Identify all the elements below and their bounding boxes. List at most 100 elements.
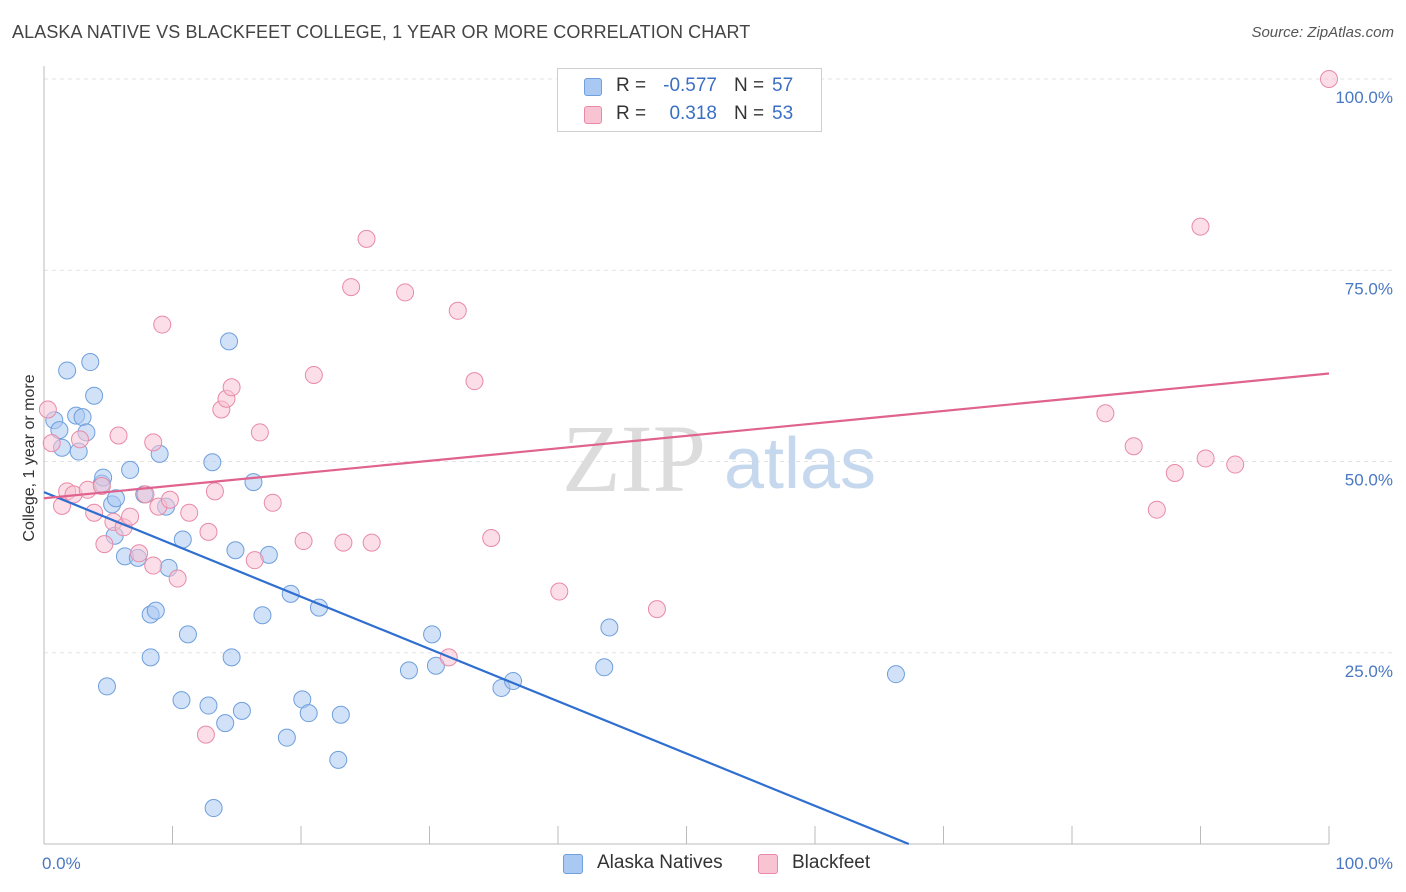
point-blackfeet-32 [294,532,313,551]
legend-n-value: 53 [772,103,794,124]
point-alaska-natives-40 [277,728,296,747]
point-alaska-natives-54 [886,665,905,684]
point-alaska-natives-43 [299,704,318,723]
point-alaska-natives-52 [595,658,614,677]
axes [43,66,1330,845]
point-alaska-natives-46 [331,705,350,724]
legend-label-alaska-natives: Alaska Natives [597,852,723,873]
point-blackfeet-19 [153,315,172,334]
y-tick-label-1: 50.0% [1345,471,1393,490]
point-alaska-natives-45 [329,750,348,769]
point-alaska-natives-9 [85,386,104,405]
point-blackfeet-44 [647,600,666,619]
point-alaska-natives-3 [58,361,77,380]
watermark-atlas: atlas [724,424,876,504]
point-alaska-natives-15 [106,489,125,508]
legend-swatch-alaska-natives [584,78,602,96]
watermark: ZIP atlas [562,405,876,512]
point-blackfeet-41 [465,372,484,391]
point-blackfeet-50 [1196,449,1215,468]
point-alaska-natives-48 [423,625,442,644]
point-alaska-natives-32 [216,714,235,733]
tick-labels: 25.0% 50.0% 75.0% 100.0% 0.0% 100.0% [42,88,1393,873]
point-blackfeet-42 [482,529,501,547]
point-blackfeet-40 [448,301,467,320]
trend-line-alaska-natives [43,491,910,846]
point-blackfeet-20 [160,490,179,509]
point-blackfeet-30 [250,423,269,442]
y-tick-label-3: 100.0% [1335,88,1393,107]
point-blackfeet-38 [396,283,415,302]
point-blackfeet-17 [144,433,163,452]
point-alaska-natives-29 [199,696,218,715]
legend-swatch-blackfeet [758,854,778,874]
trend-line-blackfeet [43,372,1330,500]
legend-row-alaska-natives: R = -0.577 N = 57 [558,73,821,101]
point-blackfeet-45 [1096,404,1115,423]
point-blackfeet-31 [263,493,282,512]
point-blackfeet-37 [362,533,381,552]
watermark-zip: ZIP [562,405,706,512]
point-blackfeet-47 [1147,500,1166,519]
point-blackfeet-14 [130,544,149,563]
point-blackfeet-34 [334,533,353,552]
point-blackfeet-33 [304,366,323,385]
legend-r-label: R = [616,75,647,96]
legend-swatch-blackfeet [584,106,602,124]
point-alaska-natives-53 [600,618,619,637]
gridlines [44,78,1394,654]
point-blackfeet-9 [95,535,114,554]
point-alaska-natives-35 [226,541,245,560]
point-blackfeet-51 [1226,455,1245,474]
legend-n-label: N = [734,103,765,124]
point-blackfeet-16 [144,556,163,575]
trend-lines [43,372,1330,846]
point-blackfeet-28 [222,378,241,397]
point-alaska-natives-34 [222,648,241,667]
legend-n-label: N = [734,75,765,96]
y-tick-label-2: 75.0% [1345,279,1393,298]
point-blackfeet-29 [245,551,264,570]
point-alaska-natives-28 [178,625,197,644]
point-blackfeet-48 [1165,463,1184,482]
point-blackfeet-25 [205,482,224,501]
point-blackfeet-35 [342,278,361,297]
legend-n-value: 57 [772,75,794,96]
point-alaska-natives-17 [121,460,140,479]
point-blackfeet-21 [168,569,187,588]
point-alaska-natives-49 [426,656,445,675]
point-alaska-natives-30 [203,453,222,472]
point-blackfeet-36 [357,229,376,248]
point-alaska-natives-31 [204,799,223,818]
legend-swatch-alaska-natives [563,854,583,874]
point-alaska-natives-12 [97,677,116,696]
point-blackfeet-23 [196,725,215,744]
point-blackfeet-15 [136,485,155,504]
point-alaska-natives-38 [253,606,272,625]
point-alaska-natives-6 [73,408,92,427]
point-blackfeet-5 [70,430,89,449]
point-blackfeet-43 [550,582,569,601]
y-tick-label-0: 25.0% [1345,662,1393,681]
point-blackfeet-46 [1124,437,1143,456]
legend-row-blackfeet: R = 0.318 N = 53 [558,101,821,129]
point-alaska-natives-21 [141,648,160,667]
legend-r-value: 0.318 [669,103,717,124]
point-blackfeet-1 [42,434,61,453]
x-tick-label-1: 100.0% [1335,854,1393,873]
point-blackfeet-22 [180,503,199,522]
legend-r-value: -0.577 [663,75,717,96]
point-blackfeet-0 [38,400,57,419]
point-blackfeet-11 [109,426,128,445]
point-alaska-natives-8 [81,353,100,372]
y-axis-label: College, 1 year or more [21,374,38,541]
legend-r-label: R = [616,103,647,124]
point-alaska-natives-47 [399,661,418,680]
correlation-legend: R = -0.577 N = 57 R = 0.318 N = 53 [557,68,822,132]
x-tick-label-0: 0.0% [42,854,81,873]
source-label: Source: ZipAtlas.com [1251,24,1394,41]
point-alaska-natives-36 [232,701,251,720]
point-alaska-natives-33 [220,332,239,351]
point-blackfeet-52 [1320,70,1338,88]
